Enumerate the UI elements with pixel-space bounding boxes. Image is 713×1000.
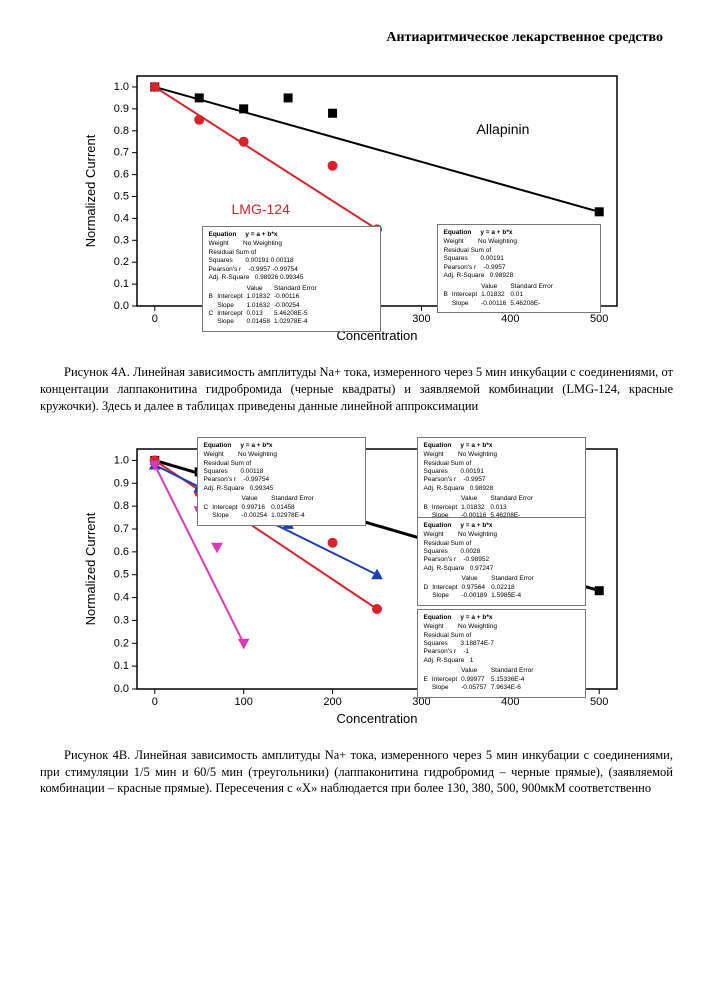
svg-text:0.1: 0.1 (113, 660, 128, 672)
svg-text:0.7: 0.7 (113, 147, 128, 159)
svg-text:Concentration: Concentration (336, 711, 417, 726)
series-label-allapinin: Allapinin (477, 121, 530, 137)
svg-text:0: 0 (151, 313, 157, 325)
svg-text:0.7: 0.7 (113, 523, 128, 535)
svg-text:0.5: 0.5 (113, 568, 128, 580)
page-title: Антиаритмическое лекарственное средство (40, 30, 673, 46)
svg-text:1.0: 1.0 (113, 454, 128, 466)
caption-4b: Рисунок 4В. Линейная зависимость амплиту… (40, 747, 673, 798)
svg-text:0.6: 0.6 (113, 169, 128, 181)
svg-text:0.3: 0.3 (113, 614, 128, 626)
svg-text:0.8: 0.8 (113, 125, 128, 137)
svg-text:0: 0 (151, 696, 157, 708)
svg-text:0.9: 0.9 (113, 477, 128, 489)
svg-text:500: 500 (590, 313, 608, 325)
svg-text:0.4: 0.4 (113, 212, 128, 224)
svg-text:0.4: 0.4 (113, 591, 128, 603)
svg-text:1.0: 1.0 (113, 81, 128, 93)
svg-text:0.2: 0.2 (113, 637, 128, 649)
stats-box-b-E: Equation y = a + b*xWeight No WeightingR… (417, 609, 586, 698)
svg-text:0.0: 0.0 (113, 300, 128, 312)
svg-text:200: 200 (323, 696, 341, 708)
stats-box-b-B: Equation y = a + b*xWeight No WeightingR… (417, 437, 586, 526)
stats-box-a-right: Equation y = a + b*xWeight No WeightingR… (437, 224, 601, 313)
svg-text:0.2: 0.2 (113, 256, 128, 268)
svg-text:0.3: 0.3 (113, 234, 128, 246)
svg-text:300: 300 (412, 313, 430, 325)
svg-text:0.0: 0.0 (113, 683, 128, 695)
svg-text:0.5: 0.5 (113, 190, 128, 202)
caption-4a: Рисунок 4А. Линейная зависимость амплиту… (40, 364, 673, 415)
stats-box-b-C: Equation y = a + b*xWeight No WeightingR… (197, 437, 366, 526)
svg-text:400: 400 (501, 313, 519, 325)
svg-text:100: 100 (234, 696, 252, 708)
svg-text:500: 500 (590, 696, 608, 708)
stats-box-b-D: Equation y = a + b*xWeight No WeightingR… (417, 517, 586, 606)
chart-4b: 01002003004005000.00.10.20.30.40.50.60.7… (77, 439, 637, 729)
svg-text:0.6: 0.6 (113, 545, 128, 557)
svg-text:0.9: 0.9 (113, 103, 128, 115)
series-label-lmg124: LMG-124 (232, 201, 290, 217)
svg-text:Normalized Current: Normalized Current (83, 134, 98, 247)
chart-4a: 01002003004005000.00.10.20.30.40.50.60.7… (77, 66, 637, 346)
svg-text:0.8: 0.8 (113, 500, 128, 512)
svg-text:0.1: 0.1 (113, 278, 128, 290)
stats-box-a-left: Equation y = a + b*xWeight No WeightingR… (202, 226, 381, 332)
svg-text:Normalized Current: Normalized Current (83, 512, 98, 625)
